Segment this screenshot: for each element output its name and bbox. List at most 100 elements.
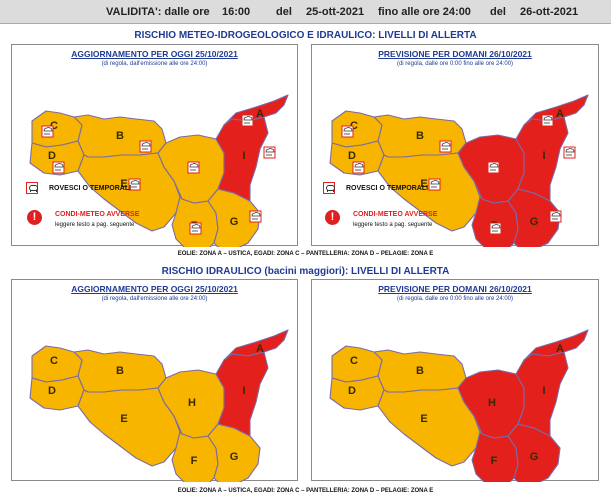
- validity-del-2: del: [490, 6, 506, 18]
- zone-h-label: H: [188, 397, 196, 409]
- s1-left-header: AGGIORNAMENTO PER OGGI 25/10/2021: [71, 49, 238, 59]
- storm-icon: [341, 125, 354, 138]
- zone-f-label: F: [191, 455, 198, 467]
- storm-icon: [563, 146, 576, 159]
- storm-icon: [541, 114, 554, 127]
- s1-left-legend-adverse: CONDI-METEO AVVERSE: [55, 211, 140, 218]
- storm-icon: [487, 161, 500, 174]
- storm-glyph: [191, 224, 201, 232]
- storm-glyph: [251, 212, 261, 220]
- zone-e-label: E: [120, 413, 127, 425]
- validity-label: VALIDITA': dalle ore: [106, 6, 210, 18]
- validity-from-date: 25-ott-2021: [306, 6, 365, 18]
- storm-glyph: [189, 163, 199, 171]
- s1-left-panel: AGGIORNAMENTO PER OGGI 25/10/2021 (di re…: [11, 44, 298, 247]
- s1-right-legend-storms: ROVESCI O TEMPORALI: [346, 185, 429, 192]
- zone-e-label: E: [420, 413, 427, 425]
- s2-right-header: PREVISIONE PER DOMANI 26/10/2021: [378, 284, 532, 294]
- section1-title: RISCHIO METEO-IDROGEOLOGICO E IDRAULICO:…: [134, 30, 477, 41]
- zone-g-label: G: [530, 216, 539, 228]
- zone-d-area: [329, 375, 385, 411]
- zone-d-label: D: [348, 150, 356, 162]
- zone-d-label: D: [48, 150, 56, 162]
- storm-glyph: [43, 127, 53, 135]
- storm-legend-icon: [26, 182, 38, 194]
- zone-b-label: B: [416, 365, 424, 377]
- zone-d-label: D: [48, 385, 56, 397]
- storm-icon: [187, 161, 200, 174]
- storm-glyph: [354, 163, 364, 171]
- storm-glyph: [551, 212, 561, 220]
- validity-bar: VALIDITA': dalle ore 16:00 del 25-ott-20…: [0, 0, 611, 24]
- zone-e-label: E: [120, 178, 127, 190]
- zone-i-area: [215, 351, 269, 437]
- storm-glyph: [54, 163, 64, 171]
- validity-to-date: 26-ott-2021: [520, 6, 579, 18]
- storm-glyph: [491, 224, 501, 232]
- storm-legend-icon: [323, 182, 335, 194]
- zone-a-label: A: [256, 343, 264, 355]
- zone-e-label: E: [420, 178, 427, 190]
- s2-right-map: A B C D E F G H I: [329, 329, 589, 482]
- storm-glyph: [243, 116, 253, 124]
- s1-right-sub: (di regola, dalle ore 0:00 fino alle ore…: [396, 61, 514, 67]
- zone-i-label: I: [242, 150, 245, 162]
- storm-icon: [128, 178, 141, 191]
- s1-left-legend-storms: ROVESCI O TEMPORALI: [49, 185, 132, 192]
- storm-icon: [52, 161, 65, 174]
- validity-del-1: del: [276, 6, 292, 18]
- s2-zones-note: EOLIE: ZONA A – USTICA, EGADI: ZONA C – …: [177, 488, 434, 494]
- storm-glyph: [565, 148, 575, 156]
- s1-zones-note: EOLIE: ZONA A – USTICA, EGADI: ZONA C – …: [177, 251, 434, 257]
- s1-right-panel: PREVISIONE PER DOMANI 26/10/2021 (di reg…: [311, 44, 599, 247]
- storm-icon: [189, 222, 202, 235]
- zone-i-label: I: [542, 385, 545, 397]
- storm-icon: [41, 125, 54, 138]
- storm-glyph: [343, 127, 353, 135]
- zone-d-area: [29, 375, 85, 411]
- zone-a-label: A: [556, 108, 564, 120]
- zone-c-label: C: [350, 355, 358, 367]
- zone-f-label: F: [491, 455, 498, 467]
- storm-icon: [489, 222, 502, 235]
- storm-glyph: [265, 148, 275, 156]
- s2-left-header: AGGIORNAMENTO PER OGGI 25/10/2021: [71, 284, 238, 294]
- s2-left-sub: (di regola, dall'emissione alle ore 24:0…: [101, 296, 208, 302]
- storm-icon: [139, 140, 152, 153]
- zone-c-label: C: [350, 120, 358, 132]
- storm-icon: [439, 140, 452, 153]
- storm-glyph: [489, 163, 499, 171]
- zone-c-label: C: [50, 120, 58, 132]
- zone-i-area: [215, 116, 269, 202]
- s2-right-sub: (di regola, dalle ore 0:00 fino alle ore…: [396, 296, 514, 302]
- validity-until: fino alle ore 24:00: [378, 6, 471, 18]
- storm-glyph: [430, 180, 440, 188]
- zone-i-label: I: [542, 150, 545, 162]
- storm-glyph: [130, 180, 140, 188]
- zone-i-area: [515, 351, 569, 437]
- s1-right-header: PREVISIONE PER DOMANI 26/10/2021: [378, 49, 532, 59]
- zone-h-label: H: [488, 397, 496, 409]
- zone-g-label: G: [230, 451, 239, 463]
- s1-left-legend-adverse-sub: leggere testo a pag. seguente: [55, 222, 135, 228]
- storm-icon: [249, 210, 262, 223]
- storm-icon: [352, 161, 365, 174]
- storm-glyph: [141, 142, 151, 150]
- s1-left-sub: (di regola, dall'emissione alle ore 24:0…: [101, 61, 208, 67]
- zone-g-label: G: [530, 451, 539, 463]
- storm-icon: [263, 146, 276, 159]
- alert-icon: !: [325, 210, 340, 225]
- s2-left-panel: AGGIORNAMENTO PER OGGI 25/10/2021 (di re…: [11, 279, 298, 482]
- storm-glyph: [441, 142, 451, 150]
- s1-right-legend-adverse-sub: leggere testo a pag. seguente: [353, 222, 433, 228]
- s2-right-panel: PREVISIONE PER DOMANI 26/10/2021 (di reg…: [311, 279, 599, 482]
- alert-icon: !: [27, 210, 42, 225]
- zone-a-label: A: [556, 343, 564, 355]
- zone-b-label: B: [116, 365, 124, 377]
- zone-c-label: C: [50, 355, 58, 367]
- zone-a-label: A: [256, 108, 264, 120]
- s2-left-map: A B C D E F G H I: [29, 329, 289, 482]
- zone-i-label: I: [242, 385, 245, 397]
